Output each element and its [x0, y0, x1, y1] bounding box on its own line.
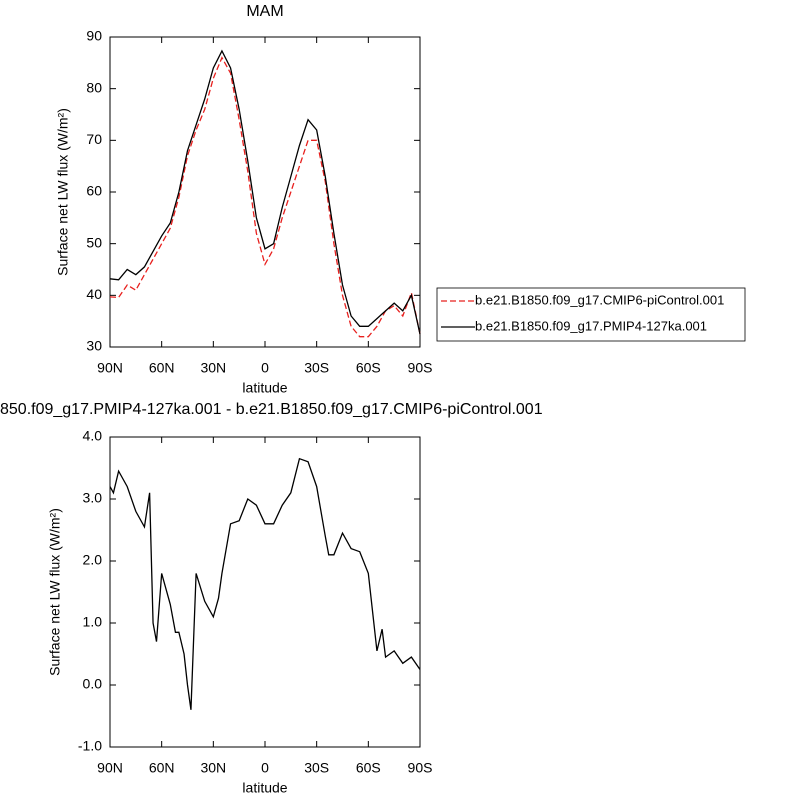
data-line: [109, 49, 421, 335]
y-tick-label: 3.0: [83, 490, 103, 506]
y-tick-label: 90: [86, 28, 102, 44]
plot-frame: [109, 36, 421, 348]
x-tick-label: 30S: [304, 760, 329, 776]
x-axis-label: latitude: [242, 380, 287, 396]
plot-frame: [109, 436, 421, 748]
y-tick-label: 0.0: [83, 676, 103, 692]
x-tick-label: 60S: [356, 760, 381, 776]
chart-title: MAM: [246, 3, 283, 20]
y-tick-label: 2.0: [83, 552, 103, 568]
y-tick-label: 60: [86, 183, 102, 199]
x-tick-label: 30N: [200, 360, 226, 376]
x-tick-label: 30S: [304, 360, 329, 376]
x-tick-label: 90N: [97, 360, 123, 376]
x-tick-label: 60S: [356, 360, 381, 376]
x-tick-label: 90N: [97, 760, 123, 776]
legend-label: b.e21.B1850.f09_g17.PMIP4-127ka.001: [475, 318, 707, 333]
y-axis-label: Surface net LW flux (W/m²): [55, 108, 71, 276]
y-tick-label: -1.0: [78, 738, 102, 754]
x-tick-label: 90S: [408, 760, 433, 776]
x-tick-label: 0: [261, 360, 269, 376]
legend-box: [436, 287, 746, 342]
y-tick-label: 30: [86, 338, 102, 354]
legend-label: b.e21.B1850.f09_g17.CMIP6-piControl.001: [475, 292, 724, 307]
x-tick-label: 60N: [149, 760, 175, 776]
x-tick-label: 60N: [149, 360, 175, 376]
chart-title: 850.f09_g17.PMIP4-127ka.001 - b.e21.B185…: [0, 401, 543, 418]
x-tick-label: 90S: [408, 360, 433, 376]
y-tick-label: 40: [86, 286, 102, 302]
y-tick-label: 4.0: [83, 428, 103, 444]
y-tick-label: 1.0: [83, 614, 103, 630]
y-tick-label: 50: [86, 234, 102, 250]
data-line: [109, 457, 421, 710]
x-tick-label: 0: [261, 760, 269, 776]
y-tick-label: 70: [86, 131, 102, 147]
y-tick-label: 80: [86, 79, 102, 95]
data-line: [109, 56, 421, 338]
y-axis-label: Surface net LW flux (W/m²): [47, 508, 63, 676]
x-tick-label: 30N: [200, 760, 226, 776]
x-axis-label: latitude: [242, 780, 287, 796]
